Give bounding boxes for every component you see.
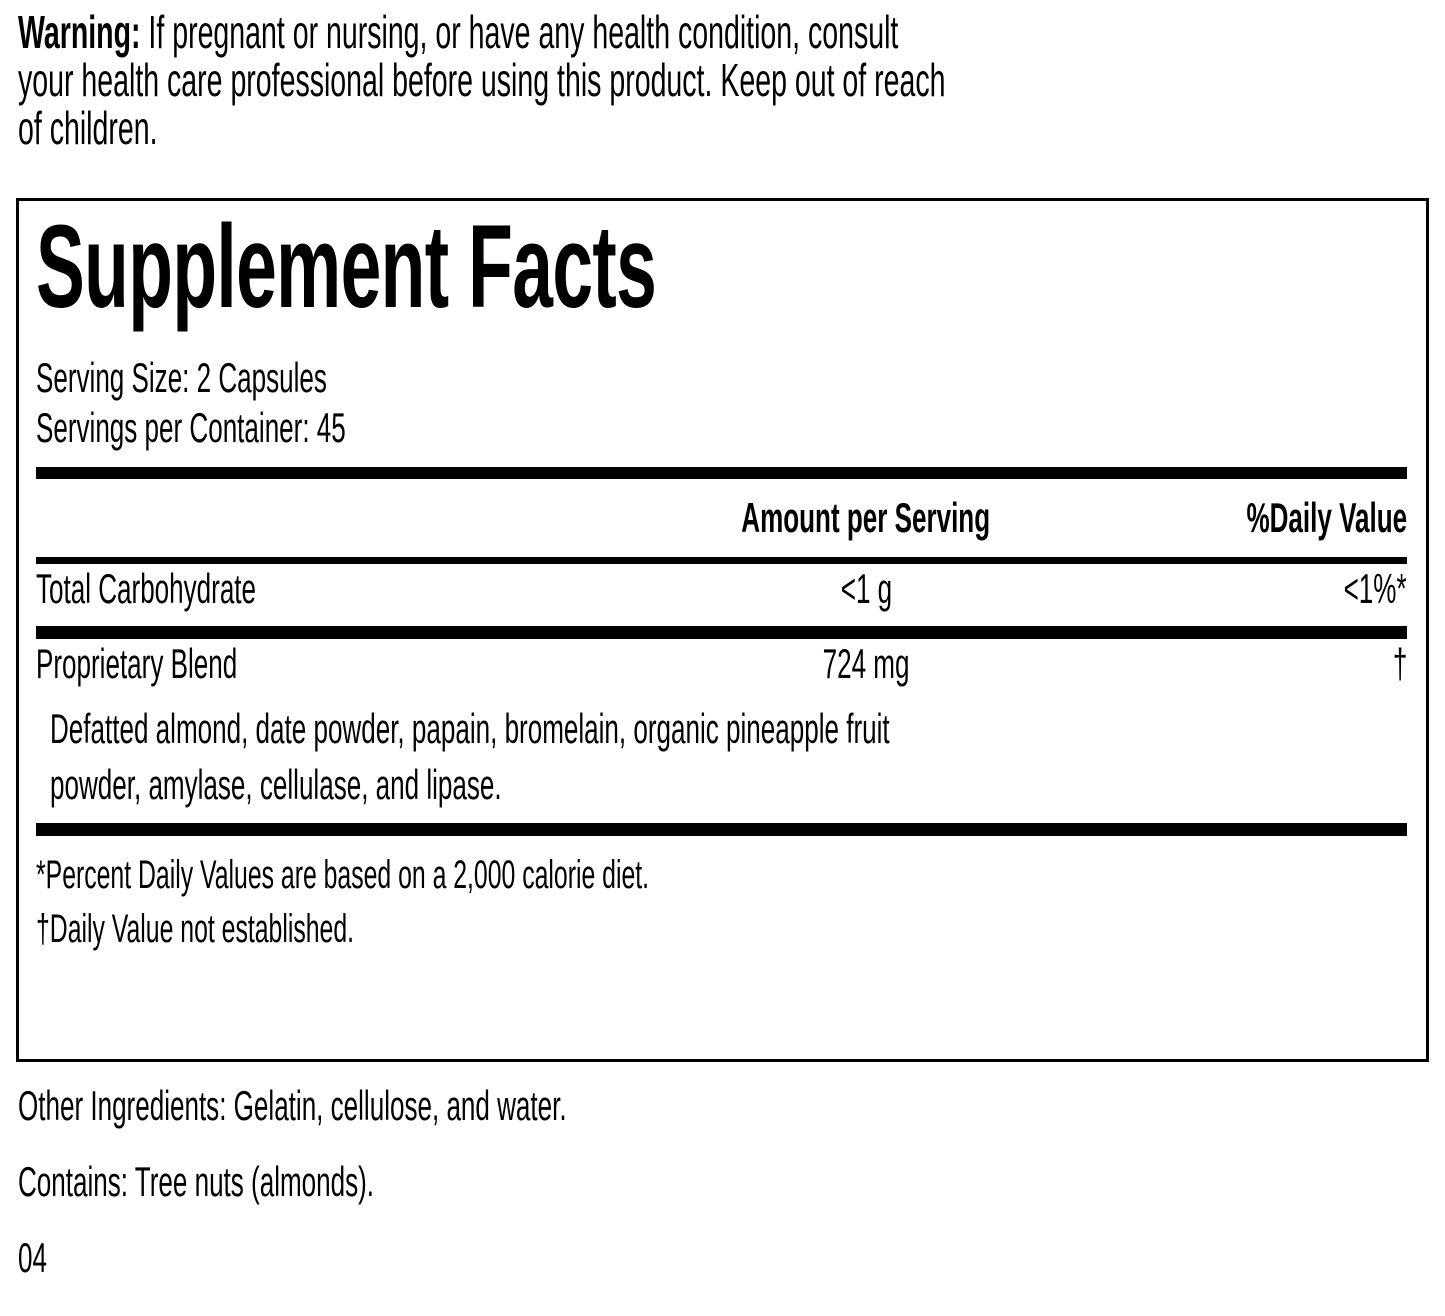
- warning-text-3: of children.: [18, 102, 158, 154]
- footnotes-block: *Percent Daily Values are based on a 2,0…: [36, 848, 1407, 956]
- nutrient-daily-value: <1%*: [1344, 565, 1407, 612]
- serving-size: Serving Size: 2 Capsules: [36, 354, 327, 401]
- footnote-percent-daily-value: *Percent Daily Values are based on a 2,0…: [36, 853, 650, 897]
- warning-line-2: your health care professional before usi…: [18, 56, 1438, 104]
- other-ingredients: Other Ingredients: Gelatin, cellulose, a…: [18, 1082, 567, 1129]
- warning-block: Warning: If pregnant or nursing, or have…: [18, 8, 1438, 152]
- rule-above-footnotes: [36, 823, 1407, 836]
- blend-name: Proprietary Blend: [36, 640, 238, 687]
- table-row-proprietary-blend: Proprietary Blend 724 mg †: [36, 639, 1407, 701]
- column-header-amount: Amount per Serving: [741, 494, 991, 541]
- warning-line-3: of children.: [18, 104, 1438, 152]
- supplement-facts-panel: Supplement Facts Serving Size: 2 Capsule…: [16, 198, 1429, 1062]
- supplement-facts-title: Supplement Facts: [36, 207, 657, 333]
- blend-ingredient-line-1: Defatted almond, date powder, papain, br…: [50, 705, 890, 752]
- warning-line-1: Warning: If pregnant or nursing, or have…: [18, 8, 1438, 56]
- nutrient-name: Total Carbohydrate: [36, 565, 257, 612]
- nutrient-amount: <1 g: [840, 565, 892, 612]
- blend-daily-value: †: [1392, 640, 1407, 687]
- footnote-dagger: †Daily Value not established.: [36, 907, 355, 951]
- bottom-block: Other Ingredients: Gelatin, cellulose, a…: [18, 1080, 1438, 1284]
- blend-amount: 724 mg: [822, 640, 910, 687]
- blend-ingredient-line-2: powder, amylase, cellulase, and lipase.: [50, 761, 502, 808]
- blend-ingredient-list: Defatted almond, date powder, papain, br…: [36, 701, 1407, 813]
- warning-text-1: If pregnant or nursing, or have any heal…: [148, 6, 899, 58]
- warning-text-2: your health care professional before usi…: [18, 54, 946, 106]
- table-header-row: Amount per Serving %Daily Value: [36, 479, 1407, 557]
- warning-label: Warning:: [18, 6, 141, 58]
- table-row-total-carbohydrate: Total Carbohydrate <1 g <1%*: [36, 564, 1407, 626]
- column-header-daily-value: %Daily Value: [1246, 494, 1407, 541]
- revision-code: 04: [18, 1234, 47, 1281]
- rule-top-thick: [36, 467, 1407, 479]
- rule-under-carbohydrate: [36, 626, 1407, 639]
- contains-allergens: Contains: Tree nuts (almonds).: [18, 1158, 375, 1205]
- servings-per-container: Servings per Container: 45: [36, 404, 346, 451]
- rule-under-header: [36, 557, 1407, 564]
